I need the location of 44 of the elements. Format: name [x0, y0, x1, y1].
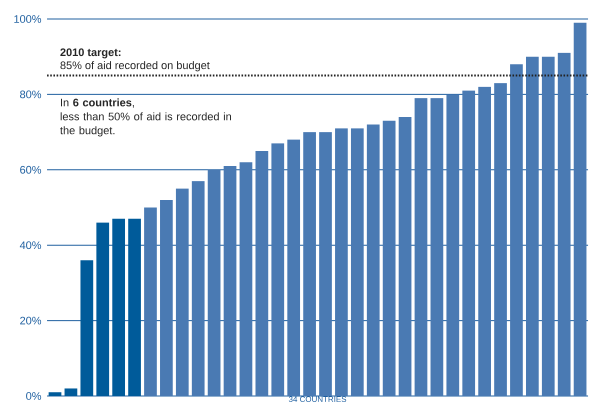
ref-line-label: 2010 target: — [60, 48, 120, 58]
y-tick-label: 20% — [20, 316, 42, 324]
bar — [208, 170, 220, 396]
bar — [366, 124, 380, 396]
y-tick-label: 40% — [20, 241, 42, 250]
bar — [303, 132, 316, 396]
annotation: 85% of aid recorded on budget — [60, 61, 210, 72]
bar — [574, 22, 586, 396]
bar — [176, 188, 189, 396]
bar — [224, 166, 236, 396]
bar — [144, 207, 157, 396]
bar — [112, 218, 126, 396]
bar — [192, 181, 205, 396]
bar — [510, 64, 523, 396]
bar — [64, 388, 78, 396]
bar — [240, 162, 252, 396]
bar — [160, 200, 173, 396]
bar — [478, 86, 491, 396]
y-tick-label: 80% — [20, 90, 42, 98]
bar — [382, 120, 396, 396]
bar — [526, 56, 539, 396]
bar — [271, 143, 284, 396]
bar — [350, 128, 364, 396]
bar — [96, 222, 110, 396]
bar — [80, 260, 94, 396]
y-tick-label: 100% — [14, 15, 42, 23]
bar — [446, 94, 460, 396]
bar — [414, 98, 428, 396]
bar — [558, 52, 571, 396]
annotation: In 6 countries, — [60, 98, 134, 108]
bar — [255, 150, 268, 396]
bar — [430, 98, 444, 396]
bar — [462, 90, 476, 396]
bar — [494, 83, 507, 396]
annotation: less than 50% of aid is recorded in the budget. — [60, 112, 232, 136]
y-tick-label: 0% — [26, 392, 42, 400]
bar — [287, 140, 300, 396]
bar — [128, 218, 141, 396]
y-tick-label: 60% — [20, 166, 42, 174]
bar — [542, 56, 555, 396]
bar — [319, 132, 332, 396]
bar — [398, 117, 412, 396]
bar — [48, 392, 62, 396]
bar — [335, 128, 348, 396]
